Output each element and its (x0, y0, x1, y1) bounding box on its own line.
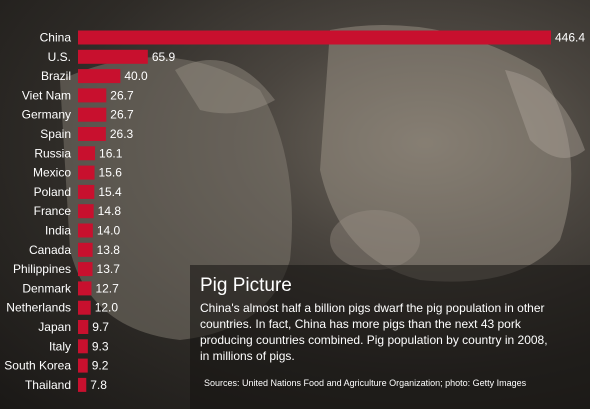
bar (78, 242, 93, 257)
value-label: 12.7 (95, 281, 119, 295)
bar (78, 204, 94, 219)
chart-title: Pig Picture (200, 275, 292, 296)
value-label: 16.1 (99, 146, 123, 160)
value-label: 9.7 (92, 320, 109, 334)
category-label: Brazil (41, 69, 71, 83)
category-label: Poland (34, 185, 71, 199)
category-label: Mexico (33, 166, 71, 180)
chart-subtitle: China's almost half a billion pigs dwarf… (200, 301, 548, 363)
category-label: U.S. (48, 50, 71, 64)
source-note: Sources: United Nations Food and Agricul… (204, 378, 527, 388)
category-label: Japan (38, 320, 71, 334)
value-label: 15.6 (99, 166, 123, 180)
value-label: 26.7 (110, 108, 134, 122)
value-label: 15.4 (98, 185, 122, 199)
bar (78, 165, 95, 180)
category-label: Italy (49, 339, 71, 353)
category-label: South Korea (4, 359, 71, 373)
value-label: 9.2 (92, 359, 109, 373)
bar (78, 69, 121, 84)
bar (78, 146, 96, 161)
bar (78, 300, 91, 315)
value-label: 7.8 (90, 378, 107, 392)
category-label: Denmark (22, 281, 72, 295)
caption-block: Pig Picture China's almost half a billio… (200, 275, 560, 364)
pig-right-shape (320, 25, 572, 282)
category-label: Philippines (13, 262, 71, 276)
category-label: Russia (34, 146, 71, 160)
bar (78, 30, 551, 45)
value-label: 446.4 (555, 31, 585, 45)
bar (78, 223, 93, 238)
value-label: 26.7 (110, 88, 134, 102)
bar (78, 49, 148, 64)
value-label: 13.7 (97, 262, 121, 276)
category-label: Spain (40, 127, 71, 141)
value-label: 14.0 (97, 224, 121, 238)
bar (78, 377, 87, 392)
bar (78, 88, 107, 103)
bar (78, 184, 95, 199)
value-label: 40.0 (124, 69, 148, 83)
bar (78, 358, 88, 373)
category-label: Canada (29, 243, 71, 257)
category-label: Germany (22, 108, 71, 122)
bar (78, 339, 88, 354)
category-label: Thailand (25, 378, 71, 392)
caption-shade (190, 265, 590, 409)
value-label: 12.0 (95, 301, 119, 315)
category-label: Viet Nam (22, 88, 71, 102)
pig-left-ear (175, 60, 275, 114)
bar (78, 320, 89, 334)
value-label: 26.3 (110, 127, 134, 141)
bar (78, 127, 106, 141)
pig-right-ear (505, 70, 585, 158)
pig-right-snout (330, 210, 420, 270)
bar (78, 107, 107, 122)
category-label: Netherlands (6, 301, 71, 315)
value-label: 9.3 (92, 339, 109, 353)
value-label: 13.8 (97, 243, 121, 257)
category-label: China (40, 31, 72, 45)
bar (78, 281, 92, 296)
value-label: 14.8 (98, 204, 122, 218)
category-label: France (34, 204, 72, 218)
bar (78, 262, 93, 277)
category-label: India (45, 224, 71, 238)
value-label: 65.9 (152, 50, 176, 64)
